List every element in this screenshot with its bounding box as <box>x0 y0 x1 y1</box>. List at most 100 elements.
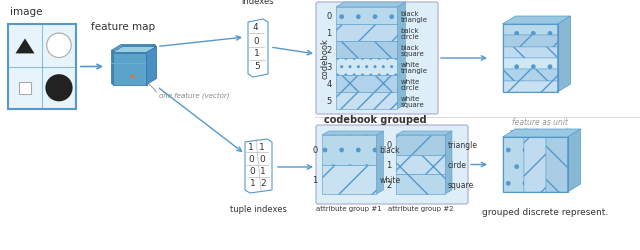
Polygon shape <box>8 25 76 109</box>
Text: natural number
indexes: natural number indexes <box>225 0 291 6</box>
Bar <box>396 175 445 194</box>
Text: black: black <box>401 45 419 51</box>
Text: triangle: triangle <box>401 68 428 74</box>
Bar <box>336 76 397 93</box>
Polygon shape <box>145 45 155 83</box>
Polygon shape <box>147 47 157 85</box>
Text: 1: 1 <box>250 178 255 187</box>
Polygon shape <box>111 51 145 83</box>
Text: black: black <box>380 146 400 155</box>
Text: 1: 1 <box>259 142 264 152</box>
Text: white: white <box>401 79 420 84</box>
Bar <box>502 25 557 36</box>
Text: 2: 2 <box>326 46 332 55</box>
Text: codebook grouped: codebook grouped <box>324 114 427 124</box>
Text: attribute group #1: attribute group #1 <box>316 205 382 211</box>
Polygon shape <box>568 130 580 192</box>
Text: square: square <box>401 51 424 57</box>
Text: white: white <box>380 175 401 184</box>
Text: balck: balck <box>401 28 419 34</box>
Bar <box>502 81 557 93</box>
Text: feature as unit
attribute as unit: feature as unit attribute as unit <box>509 118 571 137</box>
Text: triangle: triangle <box>401 17 428 23</box>
Polygon shape <box>557 17 570 93</box>
Text: 0: 0 <box>253 36 259 45</box>
Polygon shape <box>376 132 383 194</box>
Polygon shape <box>248 20 268 78</box>
Text: 4: 4 <box>326 80 332 89</box>
Polygon shape <box>15 39 35 54</box>
Circle shape <box>47 34 71 58</box>
Text: 0: 0 <box>312 146 317 155</box>
Text: 2: 2 <box>387 180 392 189</box>
Text: one feature (vector): one feature (vector) <box>159 92 230 98</box>
Bar <box>336 59 397 76</box>
Bar <box>19 82 31 94</box>
Text: square: square <box>401 102 424 108</box>
Bar <box>336 93 397 110</box>
Text: 1: 1 <box>326 29 332 38</box>
Bar <box>502 36 557 48</box>
Text: 5: 5 <box>255 62 260 71</box>
Text: 1: 1 <box>312 175 317 184</box>
Bar <box>502 48 557 59</box>
Polygon shape <box>245 140 272 193</box>
Text: tuple indexes: tuple indexes <box>230 204 287 213</box>
Text: 3: 3 <box>326 63 332 72</box>
Text: circle: circle <box>401 34 419 40</box>
Text: 1: 1 <box>248 142 253 152</box>
Polygon shape <box>113 47 157 53</box>
Text: 2: 2 <box>260 178 266 187</box>
Polygon shape <box>397 3 405 110</box>
Text: 0: 0 <box>259 154 265 163</box>
Text: image: image <box>10 7 42 17</box>
Polygon shape <box>113 53 147 85</box>
Bar <box>502 59 557 70</box>
Polygon shape <box>112 46 156 52</box>
Bar <box>502 138 524 192</box>
Text: circle: circle <box>401 85 419 91</box>
Text: black: black <box>401 11 419 17</box>
Polygon shape <box>146 46 156 84</box>
Bar <box>336 25 397 42</box>
Bar <box>336 42 397 59</box>
Bar <box>524 138 546 192</box>
FancyBboxPatch shape <box>316 3 438 114</box>
Text: 0: 0 <box>249 166 255 175</box>
Text: white: white <box>401 96 420 102</box>
Text: feature map: feature map <box>91 22 155 32</box>
Bar <box>396 155 445 175</box>
Polygon shape <box>502 17 570 25</box>
Circle shape <box>45 75 72 102</box>
Polygon shape <box>445 132 452 194</box>
Text: codebook: codebook <box>321 38 330 79</box>
Bar <box>322 136 376 165</box>
Bar <box>336 8 397 25</box>
Bar <box>502 25 557 93</box>
Text: triangle: triangle <box>448 141 478 150</box>
Text: 0: 0 <box>326 12 332 21</box>
Text: 0: 0 <box>248 154 254 163</box>
Bar <box>502 70 557 81</box>
Text: 5: 5 <box>326 96 332 106</box>
Polygon shape <box>336 3 405 8</box>
Text: grouped discrete represent.: grouped discrete represent. <box>482 207 608 216</box>
Text: 1: 1 <box>260 166 266 175</box>
Text: 1: 1 <box>387 160 392 169</box>
Text: 4: 4 <box>253 24 259 32</box>
Polygon shape <box>502 130 580 138</box>
Text: 0: 0 <box>387 141 392 150</box>
Text: cirde: cirde <box>448 160 467 169</box>
Text: square: square <box>448 180 474 189</box>
Bar <box>502 138 568 192</box>
FancyBboxPatch shape <box>316 126 468 204</box>
Text: attribute group #2: attribute group #2 <box>388 205 453 211</box>
Polygon shape <box>112 52 146 84</box>
Bar <box>322 165 376 194</box>
Polygon shape <box>322 132 383 136</box>
Polygon shape <box>396 132 452 136</box>
Polygon shape <box>111 45 155 51</box>
Text: white: white <box>401 62 420 68</box>
Bar <box>396 136 445 155</box>
Bar <box>546 138 568 192</box>
